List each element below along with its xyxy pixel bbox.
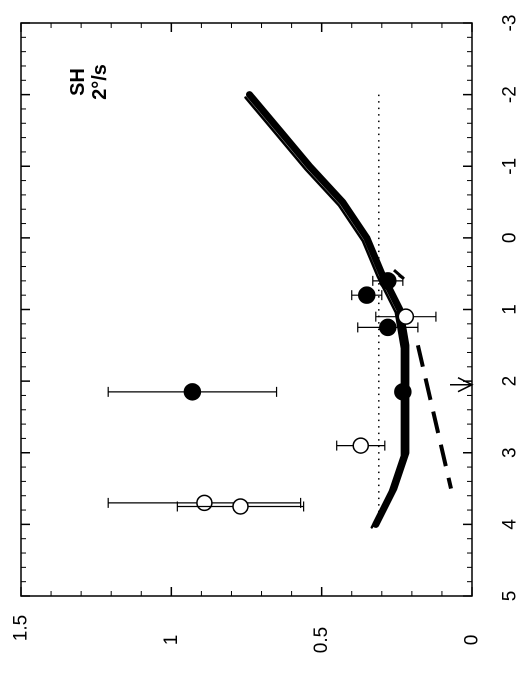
x-tick-label: 0 — [500, 233, 521, 244]
annotation-group: SH 2°/s — [67, 64, 111, 100]
annotation-rate: 2°/s — [89, 64, 111, 100]
y-tick-label: 0.5 — [311, 627, 332, 653]
curve-group — [244, 91, 474, 529]
x-tick-label: 3 — [500, 447, 521, 458]
arrow-marker-head — [457, 377, 474, 393]
annotation-sh: SH — [67, 68, 89, 96]
filled-point — [379, 318, 397, 337]
x-tick-label: -3 — [500, 15, 521, 32]
filled-point — [394, 383, 412, 401]
y-tick-label: 0 — [462, 635, 483, 646]
y-tick-label: 1.5 — [11, 615, 32, 641]
filled-point — [358, 286, 376, 304]
x-tick-label: -1 — [500, 158, 521, 175]
y-tick-label: 1 — [161, 635, 182, 646]
axis-ticks — [20, 22, 473, 597]
thick-curve — [246, 91, 410, 528]
filled-point — [379, 272, 397, 290]
open-point — [352, 437, 370, 454]
x-tick-label: -2 — [500, 86, 521, 103]
points-group — [107, 272, 437, 515]
open-point — [397, 308, 415, 325]
x-tick-label: 4 — [500, 519, 521, 530]
open-point — [196, 494, 213, 512]
open-point — [232, 498, 249, 515]
x-tick-label: 5 — [500, 591, 521, 602]
thick-curve-shadow — [244, 96, 404, 529]
dashed-curve — [415, 344, 453, 490]
tick-label-group: -3 -2 -1 0 1 2 3 4 5 0 0.5 1 1.5 — [11, 15, 521, 654]
x-tick-label: 2 — [500, 376, 521, 387]
filled-point — [183, 383, 202, 401]
x-tick-label: 1 — [500, 304, 521, 315]
